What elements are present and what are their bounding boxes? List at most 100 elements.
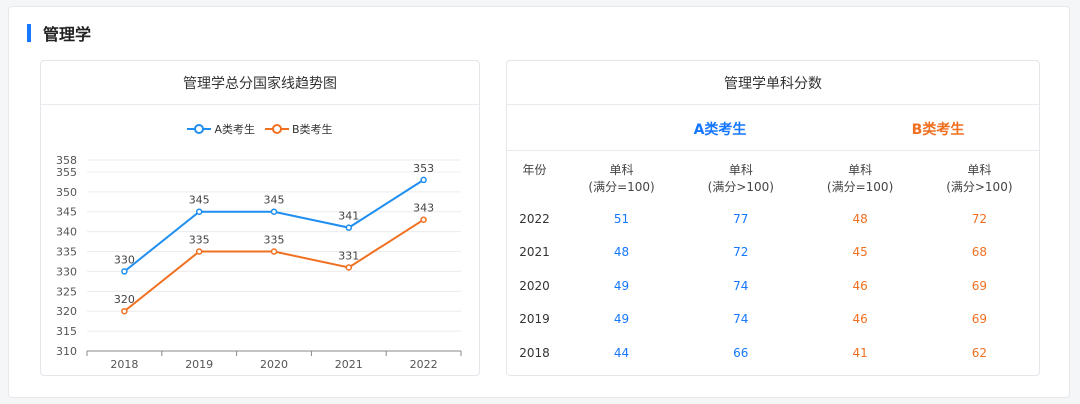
legend-label-a: A类考生 [214,123,255,136]
column-header-line2: (满分>100) [707,180,774,194]
y-tick-label: 320 [56,305,77,318]
column-header-line1: 年份 [522,163,547,177]
data-point [420,216,427,223]
data-point [121,268,128,275]
y-tick-label: 335 [56,246,77,259]
data-point [270,208,278,215]
column-header-line2: (满分=100) [588,180,655,194]
legend-label-b: B类考生 [291,123,333,136]
data-point [345,264,353,271]
score-cell: 44 [613,345,630,360]
data-label: 331 [338,249,359,262]
trend-chart-card: 管理学总分国家线趋势图 A类考生 B类考生 310 315 320 325 330 335… [40,60,480,376]
table-header-row: 年份 单科 (满分=100) 单科 (满分>100) 单科 (满分=100) 单科 (满分>10… [507,162,1039,202]
score-cell: 68 [971,245,987,260]
column-header-line2: (满分>100) [946,180,1013,194]
score-cell: 77 [733,211,749,226]
column-header-line2: (满分=100) [826,180,894,194]
group-header-row: A类考生 B类考生 [507,105,1039,151]
score-cell: 69 [971,312,987,327]
chart-legend[interactable]: A类考生 B类考生 [41,121,479,137]
x-tick-label: 2018 [110,358,138,371]
year-cell: 2020 [519,278,550,293]
score-cell: 62 [971,345,987,360]
column-header: 单科 (满分>100) [681,162,800,202]
score-cell: 46 [852,278,868,293]
score-cell: 49 [613,312,630,327]
year-cell: 2021 [519,245,550,260]
y-tick-label: 355 [56,166,77,179]
data-label: 343 [413,202,434,215]
data-point [195,208,203,215]
score-cell: 72 [971,211,987,226]
column-header-line1: 单科 [848,163,873,177]
year-cell: 2022 [519,211,550,226]
score-cell: 74 [733,278,749,293]
year-cell: 2019 [519,312,550,327]
column-header-line1: 单科 [609,163,634,177]
legend-line-b-icon [264,124,289,134]
score-cell: 48 [613,245,630,260]
score-cell: 49 [613,278,630,293]
section-header: 管理学 [27,23,92,44]
data-label: 335 [264,234,285,247]
table-row: 2021 48 72 45 68 [507,236,1039,270]
y-tick-label: 330 [56,265,77,278]
data-point [270,248,278,255]
data-point [420,176,427,184]
score-cell: 46 [852,312,868,327]
data-label: 330 [114,253,135,266]
score-cell: 45 [852,245,868,260]
column-header: 单科 (满分=100) [562,162,681,202]
data-label: 341 [338,210,359,223]
data-label: 320 [114,293,135,306]
column-header: 单科 (满分>100) [920,162,1039,202]
table-row: 2020 49 74 46 69 [507,269,1039,303]
x-tick-label: 2019 [185,358,213,371]
section-title: 管理学 [43,25,92,44]
y-tick-label: 325 [56,285,77,298]
score-cell: 48 [852,211,868,226]
legend-item-b[interactable]: B类考生 [264,121,333,137]
y-tick-label: 345 [56,206,77,219]
score-cell: 41 [852,345,868,360]
data-point [121,307,128,315]
column-header-line1: 单科 [728,163,753,177]
data-point [195,248,203,255]
y-tick-label: 310 [56,345,77,358]
trend-chart-title: 管理学总分国家线趋势图 [41,61,479,105]
column-header-line1: 单科 [967,163,992,177]
section-accent-bar [27,24,31,42]
score-cell: 74 [733,312,749,327]
subject-scores-title: 管理学单科分数 [507,61,1039,105]
y-tick-label: 350 [56,186,77,199]
data-label: 353 [413,162,434,175]
group-b-label: B类考生 [911,122,965,138]
data-label: 335 [189,234,210,247]
table-row: 2019 49 74 46 69 [507,303,1039,337]
year-cell: 2018 [519,345,550,360]
data-label: 345 [264,194,285,207]
x-tick-label: 2021 [335,358,363,371]
subject-scores-card: 管理学单科分数 A类考生 B类考生 年份 单科 (满分=100) 单科 (满分>100)… [506,60,1040,376]
scores-table: 年份 单科 (满分=100) 单科 (满分>100) 单科 (满分=100) 单科 (满分>10… [507,162,1039,370]
data-label: 345 [189,194,210,207]
data-point [345,224,353,231]
y-tick-label: 315 [56,325,77,338]
score-cell: 69 [971,278,987,293]
legend-line-a-icon [187,124,212,134]
legend-item-a[interactable]: A类考生 [187,121,255,137]
column-header: 年份 [507,162,562,202]
table-row: 2022 51 77 48 72 [507,202,1039,236]
x-tick-label: 2020 [260,358,288,371]
column-header: 单科 (满分=100) [800,162,919,202]
score-cell: 72 [733,245,749,260]
y-tick-label: 340 [56,226,77,239]
management-section: 管理学 管理学总分国家线趋势图 A类考生 B类考生 310 315 320 325 33… [8,6,1070,398]
group-a-label: A类考生 [693,122,747,138]
x-tick-label: 2022 [410,358,438,371]
y-tick-label: 358 [56,154,77,167]
score-cell: 66 [733,345,749,360]
table-row: 2018 44 66 41 62 [507,336,1039,370]
